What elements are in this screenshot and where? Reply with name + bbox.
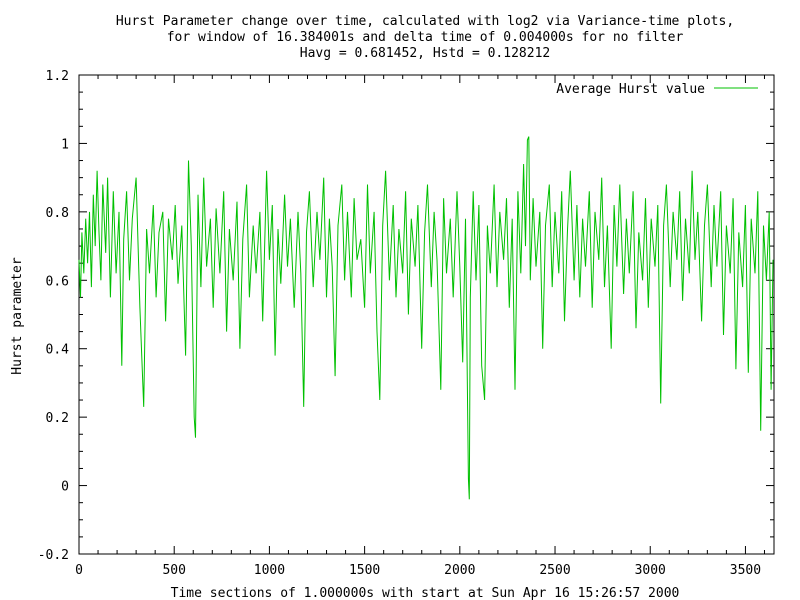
x-tick-label: 0: [75, 563, 83, 578]
y-tick-label: 1.2: [46, 69, 69, 84]
chart-title-line-2: for window of 16.384001s and delta time …: [167, 30, 684, 45]
x-tick-label: 2500: [539, 563, 570, 578]
x-axis-ticks: 0 500 1000 1500 2000 2500 3000 3500: [75, 75, 765, 578]
y-tick-label: 0.6: [46, 274, 69, 289]
x-axis-label: Time sections of 1.000000s with start at…: [171, 586, 680, 600]
chart-title: Hurst Parameter change over time, calcul…: [116, 14, 734, 61]
x-tick-label: 1500: [349, 563, 380, 578]
x-tick-label: 3500: [730, 563, 761, 578]
y-tick-label: 0: [61, 480, 69, 495]
y-axis-label: Hurst parameter: [10, 257, 25, 375]
plot-frame: [78, 74, 775, 555]
chart-title-line-1: Hurst Parameter change over time, calcul…: [116, 14, 734, 29]
y-tick-label: 0.8: [46, 206, 69, 221]
y-tick-label: 1: [61, 137, 69, 152]
chart-title-line-3: Havg = 0.681452, Hstd = 0.128212: [300, 46, 550, 61]
x-tick-label: 3000: [635, 563, 666, 578]
y-tick-label: 0.2: [46, 411, 69, 426]
legend-label: Average Hurst value: [556, 82, 705, 97]
y-axis-ticks: -0.2 0 0.2 0.4 0.6 0.8 1 1.2: [38, 69, 774, 563]
y-tick-label: -0.2: [38, 548, 69, 563]
x-tick-label: 2000: [444, 563, 475, 578]
series-line-average-hurst: [78, 136, 774, 500]
x-tick-label: 500: [162, 563, 185, 578]
x-tick-label: 1000: [254, 563, 285, 578]
legend: Average Hurst value: [556, 82, 758, 97]
y-tick-label: 0.4: [46, 343, 70, 358]
